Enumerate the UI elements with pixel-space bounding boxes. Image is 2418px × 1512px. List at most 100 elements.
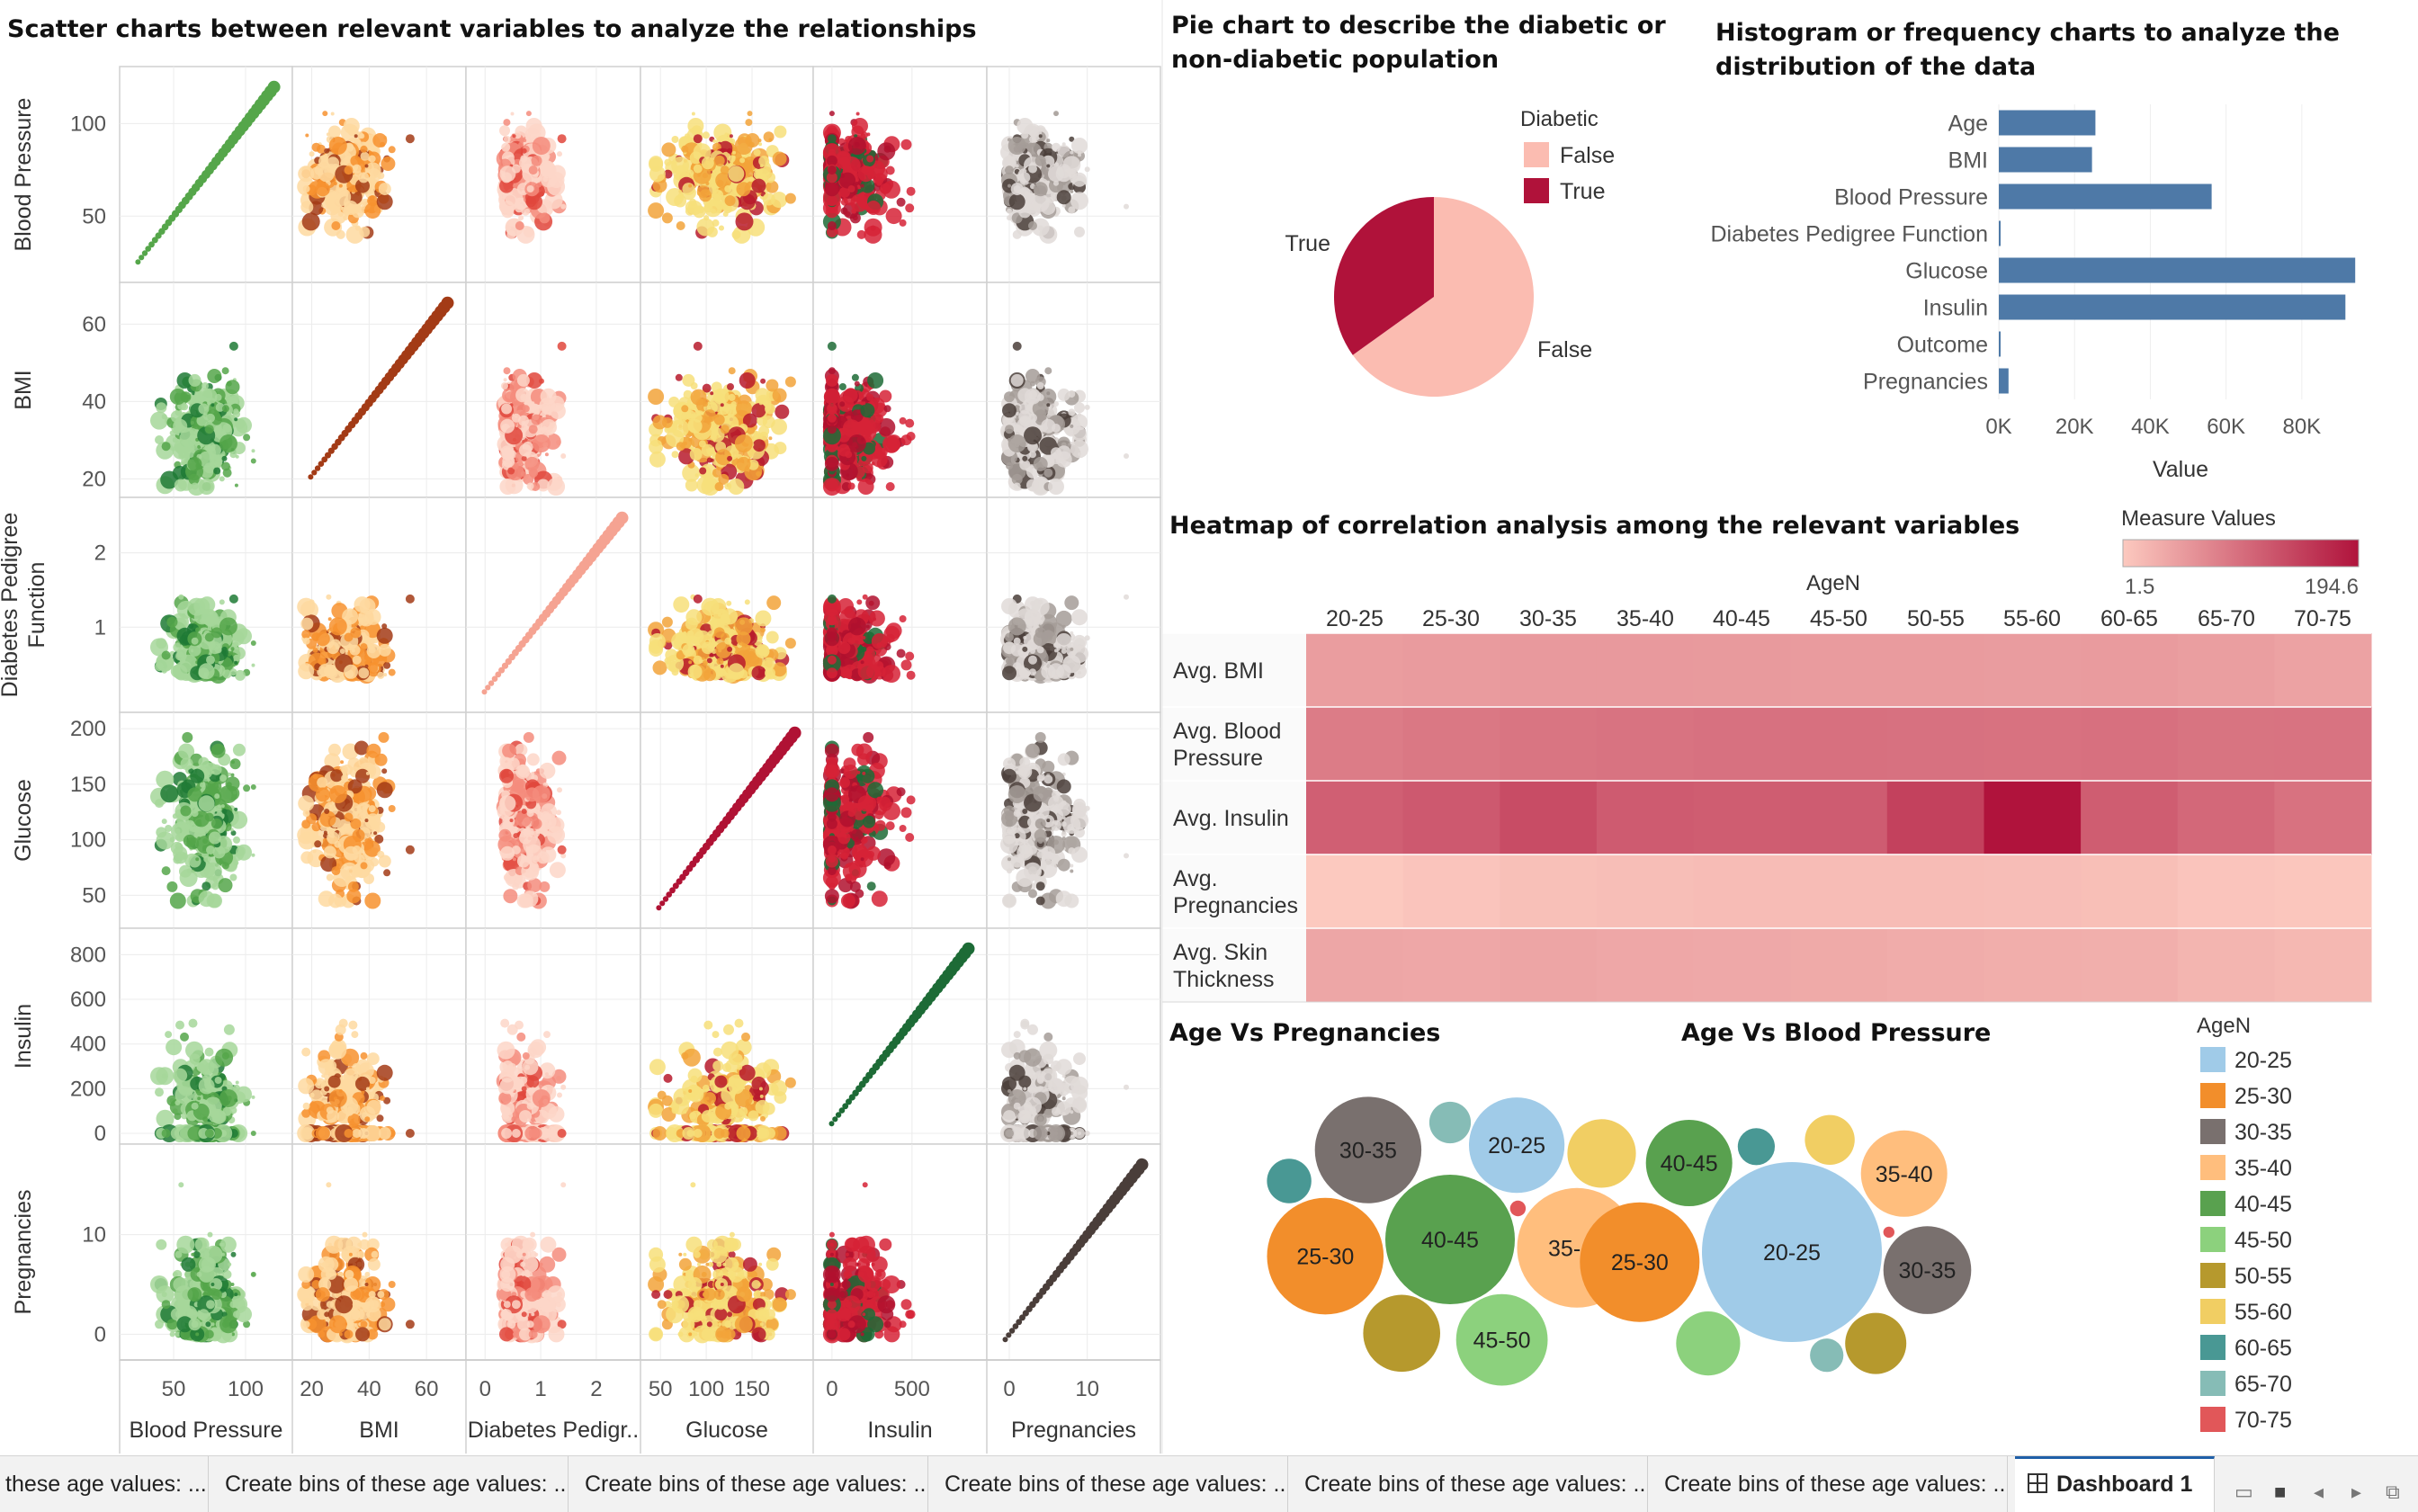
- scatter-point: [694, 656, 703, 665]
- scatter-cell: [640, 67, 813, 282]
- scatter-point: [785, 638, 796, 649]
- scatter-point: [308, 474, 313, 479]
- scatter-point: [735, 434, 753, 452]
- scatter-point: [672, 451, 679, 458]
- scatter-cell: [813, 67, 987, 282]
- scatter-point: [353, 656, 362, 665]
- scatter-point: [524, 457, 539, 471]
- scatter-point: [1011, 374, 1024, 387]
- scatter-point: [379, 644, 391, 657]
- scatter-point: [1035, 156, 1046, 166]
- scatter-point: [721, 665, 724, 668]
- scatter-point: [837, 598, 854, 614]
- scatter-point: [188, 623, 193, 629]
- scatter-point: [499, 125, 510, 136]
- scatter-cell: [987, 282, 1160, 497]
- scatter-point: [688, 184, 692, 188]
- scatter-point: [252, 449, 255, 452]
- scatter-point: [327, 668, 334, 675]
- scatter-point: [862, 401, 865, 405]
- scatter-point: [699, 468, 706, 475]
- scatter-point: [513, 134, 516, 138]
- scatter-point: [1019, 172, 1030, 183]
- scatter-point: [1005, 166, 1014, 174]
- scatter-point: [711, 209, 716, 214]
- scatter-point: [1008, 184, 1011, 188]
- scatter-point: [759, 636, 763, 640]
- scatter-cell: [987, 67, 1160, 282]
- scatter-cell: [466, 67, 640, 282]
- scatter-point: [745, 599, 750, 604]
- scatter-point: [173, 419, 187, 434]
- scatter-point: [676, 221, 685, 230]
- scatter-point: [850, 212, 861, 223]
- scatter-point: [714, 415, 725, 425]
- scatter-point: [736, 212, 754, 230]
- scatter-point: [547, 478, 565, 496]
- scatter-point: [358, 613, 362, 617]
- scatter-point: [905, 419, 914, 428]
- scatter-point: [1026, 479, 1039, 492]
- scatter-point: [664, 159, 671, 166]
- scatter-point: [202, 609, 218, 625]
- scatter-point: [175, 479, 187, 492]
- scatter-point: [501, 404, 512, 415]
- scatter-point: [703, 660, 708, 666]
- scatter-point: [1007, 209, 1012, 214]
- scatter-point: [1070, 151, 1073, 155]
- scatter-point: [774, 442, 786, 454]
- scatter-point: [1048, 479, 1064, 495]
- scatter-point: [901, 139, 912, 150]
- scatter-point: [1070, 192, 1088, 210]
- scatter-point: [671, 157, 689, 174]
- scatter-point: [223, 424, 232, 433]
- scatter-point: [872, 633, 888, 649]
- scatter-point: [192, 483, 199, 490]
- scatter-point: [760, 164, 764, 167]
- scatter-point: [354, 134, 358, 138]
- scatter-point: [703, 401, 708, 407]
- scatter-point: [526, 111, 532, 116]
- scatter-point: [685, 479, 698, 492]
- scatter-point: [856, 599, 862, 604]
- scatter-point: [866, 419, 881, 434]
- scatter-point: [1074, 227, 1085, 237]
- scatter-point: [694, 134, 703, 143]
- scatter-point: [863, 462, 873, 473]
- scatter-point: [825, 457, 839, 471]
- scatter-point: [712, 139, 716, 143]
- scatter-point: [752, 666, 766, 680]
- scatter-point: [724, 483, 731, 490]
- scatter-point: [155, 662, 164, 671]
- scatter-point: [839, 401, 845, 407]
- scatter-point: [322, 111, 327, 116]
- scatter-point: [827, 404, 837, 415]
- scatter-point: [406, 134, 415, 143]
- scatter-point: [673, 596, 689, 613]
- scatter-point: [560, 453, 566, 459]
- scatter-point: [331, 221, 340, 230]
- scatter-point: [300, 618, 313, 631]
- scatter-point: [855, 182, 859, 185]
- scatter-point: [222, 647, 228, 652]
- scatter-point: [1070, 190, 1073, 193]
- scatter-point: [236, 417, 252, 434]
- scatter-point: [763, 193, 775, 206]
- scatter-point: [1053, 111, 1059, 116]
- scatter-point: [227, 381, 232, 387]
- scatter-point: [503, 119, 510, 126]
- scatter-point: [901, 659, 912, 670]
- scatter-point: [1038, 401, 1043, 407]
- scatter-point: [727, 647, 732, 652]
- scatter-point: [729, 367, 736, 374]
- scatter-point: [907, 432, 916, 441]
- scatter-point: [199, 479, 215, 495]
- scatter-point: [156, 402, 166, 413]
- scatter-point: [243, 434, 250, 441]
- scatter-point: [884, 405, 891, 412]
- scatter-point: [710, 391, 713, 395]
- scatter-point: [697, 185, 710, 198]
- scatter-point: [713, 609, 730, 625]
- scatter-point: [826, 374, 838, 387]
